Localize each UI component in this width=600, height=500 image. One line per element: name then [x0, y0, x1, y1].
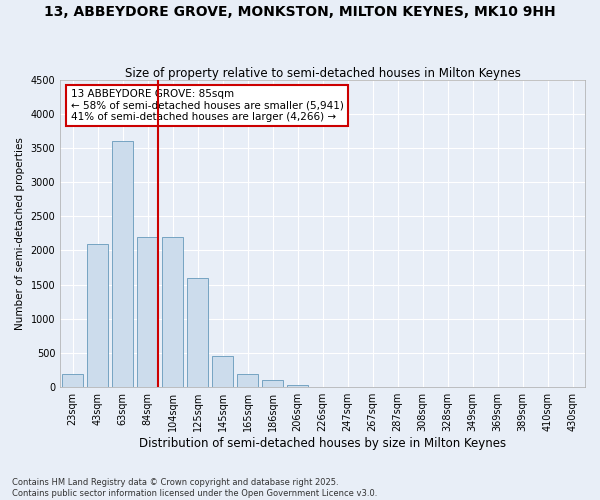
Bar: [312, 386, 333, 387]
Bar: [87, 244, 108, 387]
Bar: [112, 141, 133, 387]
Text: 13 ABBEYDORE GROVE: 85sqm
← 58% of semi-detached houses are smaller (5,941)
41% : 13 ABBEYDORE GROVE: 85sqm ← 58% of semi-…: [71, 88, 344, 122]
Bar: [262, 380, 283, 387]
Title: Size of property relative to semi-detached houses in Milton Keynes: Size of property relative to semi-detach…: [125, 66, 521, 80]
Bar: [137, 237, 158, 387]
Text: 13, ABBEYDORE GROVE, MONKSTON, MILTON KEYNES, MK10 9HH: 13, ABBEYDORE GROVE, MONKSTON, MILTON KE…: [44, 5, 556, 19]
X-axis label: Distribution of semi-detached houses by size in Milton Keynes: Distribution of semi-detached houses by …: [139, 437, 506, 450]
Bar: [162, 237, 183, 387]
Text: Contains HM Land Registry data © Crown copyright and database right 2025.
Contai: Contains HM Land Registry data © Crown c…: [12, 478, 377, 498]
Y-axis label: Number of semi-detached properties: Number of semi-detached properties: [15, 137, 25, 330]
Bar: [62, 374, 83, 387]
Bar: [212, 356, 233, 387]
Bar: [187, 278, 208, 387]
Bar: [237, 374, 258, 387]
Bar: [287, 385, 308, 387]
